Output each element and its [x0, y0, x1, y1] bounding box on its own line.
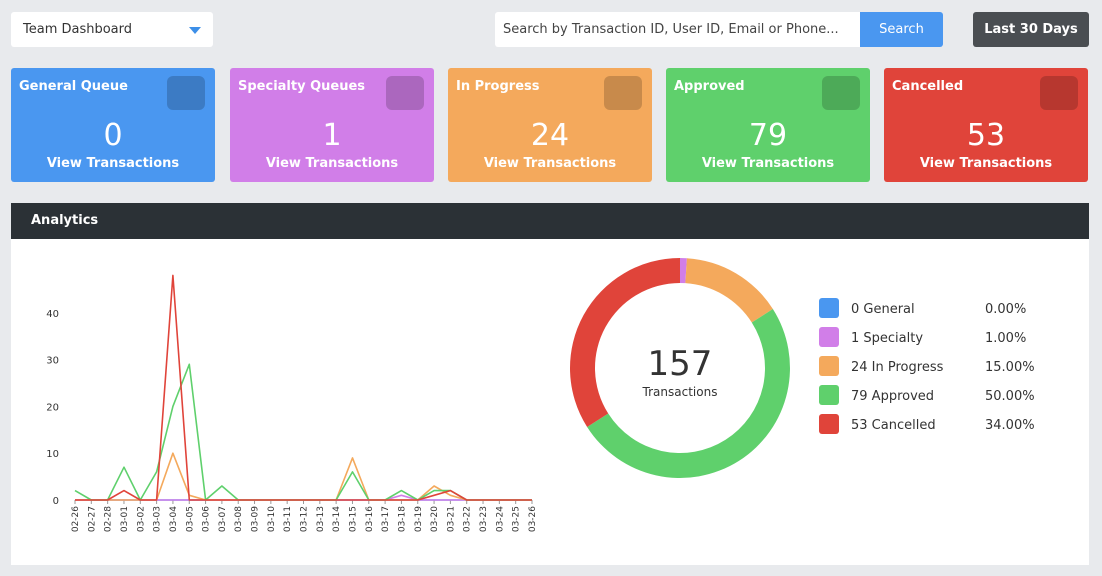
line-series [75, 274, 532, 501]
legend-swatch [819, 385, 839, 405]
legend-percent: 34.00% [985, 418, 1035, 433]
legend-swatch [819, 356, 839, 376]
status-card[interactable]: Approved 79 View Transactions [666, 68, 870, 182]
card-icon [167, 76, 205, 110]
x-tick-label: 02-27 [87, 506, 97, 532]
x-tick-label: 02-28 [104, 506, 114, 532]
card-title: Cancelled [892, 79, 964, 94]
x-tick-label: 03-06 [202, 506, 212, 532]
x-tick-label: 03-22 [463, 506, 473, 532]
x-tick-label: 03-11 [283, 506, 293, 532]
analytics-chart: 0 10 20 30 40 02-26 02-27 02-28 03-01 03-02 03-03 0… [46, 258, 1035, 532]
card-title: General Queue [19, 79, 128, 94]
search-input[interactable]: Search by Transaction ID, User ID, Email… [495, 12, 860, 47]
x-tick-label: 03-04 [169, 506, 179, 532]
card-count: 24 [530, 118, 570, 153]
x-tick-label: 03-02 [136, 506, 146, 532]
caret [189, 27, 201, 34]
x-tick-label: 03-17 [381, 506, 391, 532]
y-tick-label: 20 [46, 402, 59, 413]
status-card[interactable]: Specialty Queues 1 View Transactions [230, 68, 434, 182]
legend-percent: 1.00% [985, 331, 1026, 346]
x-tick-label: 03-03 [153, 506, 163, 532]
legend-swatch [819, 414, 839, 434]
x-tick-label: 03-25 [512, 506, 522, 532]
x-tick-label: 03-05 [185, 506, 195, 532]
line-series [74, 363, 532, 501]
donut-slice [685, 258, 773, 323]
x-tick-label: 03-07 [218, 506, 228, 532]
dashboard-dropdown[interactable]: Team Dashboard [11, 12, 213, 47]
dropdown-label: Team Dashboard [23, 22, 133, 37]
legend-swatch [819, 327, 839, 347]
search-button[interactable]: Search [860, 12, 943, 47]
legend-label: 53 Cancelled [851, 418, 936, 433]
y-tick-label: 40 [46, 309, 59, 320]
donut-total: 157 [648, 344, 713, 384]
card-title: In Progress [456, 79, 540, 94]
card-title: Approved [674, 79, 745, 94]
card-link[interactable]: View Transactions [46, 156, 180, 171]
x-tick-label: 03-01 [120, 506, 130, 532]
legend-percent: 50.00% [985, 389, 1035, 404]
y-tick-label: 0 [53, 496, 59, 507]
legend-percent: 15.00% [985, 360, 1035, 375]
range-button[interactable]: Last 30 Days [973, 12, 1089, 47]
donut-slice [587, 309, 790, 478]
x-tick-label: 03-08 [234, 506, 244, 532]
card-title: Specialty Queues [238, 79, 366, 94]
x-tick-label: 03-16 [365, 506, 375, 532]
card-link[interactable]: View Transactions [265, 156, 399, 171]
x-tick-label: 03-18 [397, 506, 407, 532]
card-count: 53 [966, 118, 1006, 153]
panel-title: Analytics [11, 203, 1089, 239]
x-tick-label: 02-26 [71, 506, 81, 532]
card-count: 79 [748, 118, 788, 153]
y-tick-label: 30 [46, 356, 59, 367]
x-tick-label: 03-21 [446, 506, 456, 532]
card-icon [822, 76, 860, 110]
x-tick-label: 03-10 [267, 506, 277, 532]
status-card[interactable]: In Progress 24 View Transactions [448, 68, 652, 182]
donut-label: Transactions [642, 385, 718, 399]
card-icon [1040, 76, 1078, 110]
card-count: 1 [322, 118, 342, 153]
x-tick-label: 03-13 [316, 506, 326, 532]
analytics-panel: Analytics 0 10 20 30 40 02-26 02-27 02-28 03-01 0… [11, 203, 1089, 565]
x-tick-label: 03-12 [300, 506, 310, 532]
y-tick-label: 10 [46, 449, 59, 460]
x-tick-label: 03-26 [528, 506, 538, 532]
card-icon [604, 76, 642, 110]
card-link[interactable]: View Transactions [483, 156, 617, 171]
legend-percent: 0.00% [985, 302, 1026, 317]
x-tick-label: 03-20 [430, 506, 440, 532]
card-icon [386, 76, 424, 110]
legend-label: 1 Specialty [851, 331, 923, 346]
x-tick-label: 03-14 [332, 506, 342, 532]
donut-slice [569, 258, 680, 427]
card-count: 0 [103, 118, 123, 153]
card-link[interactable]: View Transactions [919, 156, 1053, 171]
status-card[interactable]: General Queue 0 View Transactions [11, 68, 215, 182]
legend-swatch [819, 298, 839, 318]
card-link[interactable]: View Transactions [701, 156, 835, 171]
legend-label: 79 Approved [851, 389, 934, 404]
legend-label: 24 In Progress [851, 360, 944, 375]
x-tick-label: 03-15 [348, 506, 358, 532]
donut-slice [680, 258, 687, 284]
x-tick-label: 03-19 [414, 506, 424, 532]
status-card[interactable]: Cancelled 53 View Transactions [884, 68, 1088, 182]
x-tick-label: 03-23 [479, 506, 489, 532]
x-tick-label: 03-09 [251, 506, 261, 532]
x-tick-label: 03-24 [495, 506, 505, 532]
legend-label: 0 General [851, 302, 915, 317]
